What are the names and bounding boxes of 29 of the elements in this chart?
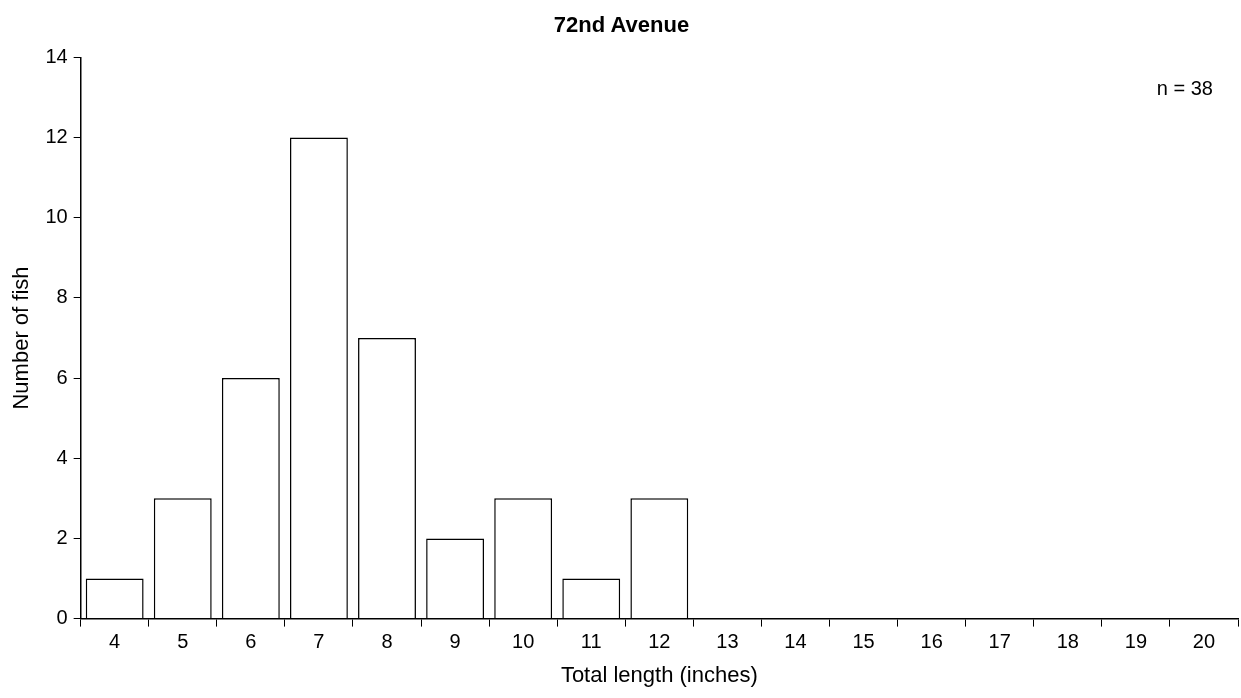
x-tick-label: 12 — [648, 630, 671, 653]
x-tick-label: 13 — [716, 630, 739, 653]
x-tick-label: 17 — [988, 630, 1011, 653]
x-tick-label: 6 — [245, 630, 257, 653]
x-tick-label: 16 — [920, 630, 943, 653]
annotation: n = 38 — [1156, 76, 1213, 99]
x-tick-label: 15 — [852, 630, 875, 653]
y-tick-label: 2 — [56, 525, 68, 548]
y-tick-label: 14 — [45, 44, 68, 67]
x-tick-label: 7 — [313, 630, 325, 653]
x-tick-label: 5 — [177, 630, 189, 653]
chart-title: 72nd Avenue — [553, 12, 690, 38]
y-tick-label: 12 — [45, 125, 68, 148]
x-tick-label: 8 — [381, 630, 393, 653]
x-tick-label: 11 — [580, 630, 602, 653]
x-tick-label: 9 — [449, 630, 461, 653]
x-axis-title: Total length (inches) — [560, 661, 758, 687]
y-tick-label: 4 — [56, 445, 68, 468]
y-tick-label: 8 — [56, 285, 68, 308]
x-tick-label: 18 — [1056, 630, 1079, 653]
x-tick-label: 20 — [1192, 630, 1216, 653]
x-tick-label: 14 — [784, 630, 807, 653]
y-tick-label: 6 — [56, 365, 68, 388]
y-tick-label: 10 — [45, 205, 68, 228]
x-tick-label: 4 — [109, 630, 121, 653]
x-tick-label: 19 — [1124, 630, 1148, 653]
x-tick-label: 10 — [512, 630, 535, 653]
y-axis-title: Number of fish — [8, 266, 34, 410]
y-tick-label: 0 — [56, 606, 68, 629]
